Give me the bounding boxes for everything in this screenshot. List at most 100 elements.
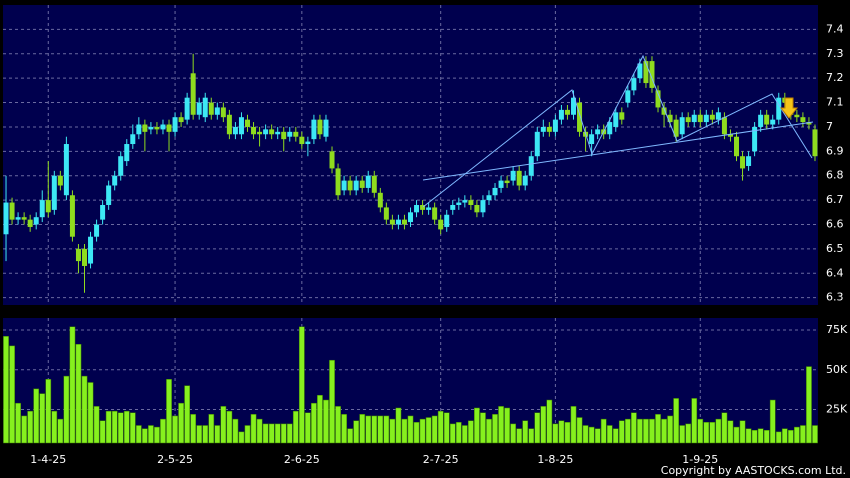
volume-bar: [353, 420, 360, 444]
candle-body: [432, 207, 438, 220]
volume-bar: [455, 422, 462, 444]
y-tick-label: 25K: [826, 403, 848, 416]
volume-bar: [522, 420, 529, 444]
volume-bar: [335, 406, 341, 444]
y-tick-label: 6.5: [826, 242, 844, 255]
volume-bar: [166, 379, 172, 444]
volume-bar: [105, 410, 112, 444]
candle-body: [631, 78, 637, 91]
trendlines: [422, 54, 814, 208]
volume-bar: [39, 393, 46, 444]
candle-body: [721, 117, 727, 135]
candle-body: [281, 131, 287, 140]
volume-bar: [528, 428, 535, 444]
candle-body: [558, 109, 564, 120]
volume-bar: [425, 417, 432, 444]
volume-bar: [93, 406, 100, 444]
volume-bar: [461, 425, 468, 444]
volume-bar: [232, 418, 239, 444]
volume-bar: [606, 425, 613, 444]
x-tick-label: 2-5-25: [157, 453, 193, 466]
volume-bar: [564, 422, 571, 444]
candle-body: [522, 175, 528, 186]
candle-body: [166, 124, 172, 132]
volume-bar: [196, 425, 203, 444]
y-tick-label: 6.9: [826, 144, 844, 157]
candle-body: [293, 131, 299, 137]
candle-body: [226, 114, 232, 135]
volume-bar: [377, 415, 384, 444]
volume-bar: [407, 415, 414, 444]
volume-bar: [643, 418, 649, 444]
volume-bar: [419, 418, 426, 444]
y-tick-label: 7.2: [826, 71, 844, 84]
candle-body: [51, 175, 57, 210]
candle-body: [15, 217, 21, 220]
volume-bar: [292, 410, 299, 444]
volume-bar: [220, 406, 227, 444]
volume-bar: [214, 425, 221, 444]
candle-body: [341, 180, 347, 191]
volume-bar: [582, 425, 589, 444]
trendline: [422, 121, 814, 181]
volume-bar: [329, 359, 335, 444]
volume-bar: [806, 366, 812, 444]
volume-bar: [443, 412, 450, 444]
volume-bar: [812, 425, 818, 444]
y-tick-label: 6.8: [826, 169, 844, 182]
volume-bar: [256, 418, 263, 444]
volume-bar: [160, 418, 166, 444]
volume-bar: [510, 423, 516, 444]
volume-bar: [129, 412, 136, 444]
candle-body: [335, 168, 341, 196]
volume-bar: [691, 398, 698, 444]
candle-body: [625, 90, 631, 103]
candle-body: [444, 214, 450, 227]
candle-body: [118, 156, 124, 176]
volume-bar: [763, 430, 770, 444]
volume-bar: [371, 415, 378, 444]
candle-body: [263, 129, 269, 135]
candle-body: [106, 185, 112, 205]
candle-body: [347, 180, 353, 191]
volume-bar: [715, 418, 722, 444]
candle-body: [546, 126, 552, 132]
volume-bar: [311, 402, 317, 444]
volume-bar: [637, 418, 643, 444]
volume-bar: [268, 423, 275, 444]
candle-body: [208, 102, 214, 115]
candle-body: [571, 97, 576, 115]
x-tick-label: 2-6-25: [284, 453, 320, 466]
candle-body: [450, 205, 456, 210]
volume-bar: [81, 375, 88, 444]
volume-bar: [190, 414, 197, 444]
trendline: [422, 54, 813, 208]
volume-bar: [739, 420, 746, 444]
volume-bar: [359, 414, 366, 444]
candle-body: [673, 119, 679, 137]
candle-body: [528, 156, 534, 176]
volume-bar: [600, 418, 607, 444]
candle-body: [148, 126, 154, 130]
candle-body: [82, 248, 87, 266]
candle-body: [806, 122, 812, 125]
marks: [3, 53, 818, 444]
candle-body: [251, 126, 257, 135]
volume-bar: [184, 385, 190, 444]
y-tick-label: 7.3: [826, 47, 844, 60]
volume-bar: [800, 425, 806, 444]
volume-bar: [238, 431, 245, 444]
labels: 6.3 6.4 6.5 6.6 6.7 6.8 6.9 7 7.1 7.2 7.3 7.4 25K 50K…: [30, 22, 848, 466]
volume-bar: [51, 410, 58, 444]
volume-bar: [570, 406, 577, 444]
candle-body: [94, 224, 100, 237]
candle-body: [540, 126, 546, 132]
volume-bar: [135, 425, 142, 444]
candle-body: [474, 205, 480, 213]
volume-bar: [15, 402, 21, 444]
candle-body: [190, 73, 196, 115]
candle-body: [287, 131, 293, 137]
candle-body: [245, 119, 250, 127]
volume-bar: [154, 426, 160, 444]
volume-bar: [202, 425, 209, 444]
